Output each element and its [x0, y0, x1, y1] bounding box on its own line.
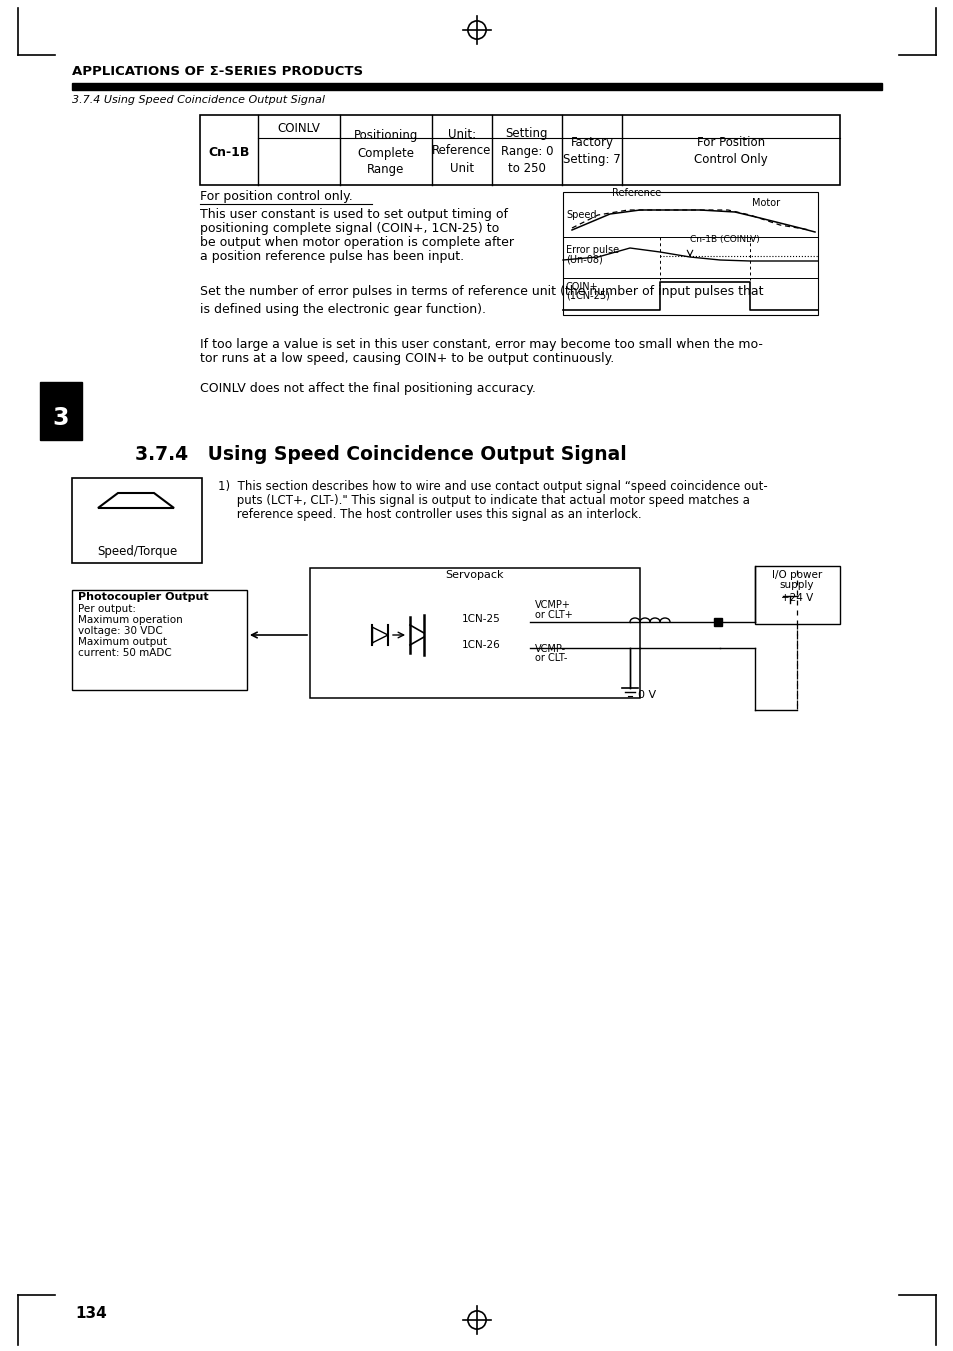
Bar [200, 115, 840, 185]
Text: For Position
Control Only: For Position Control Only [694, 136, 767, 166]
Text: be output when motor operation is complete after: be output when motor operation is comple… [200, 236, 514, 249]
Text: I/O power: I/O power [771, 570, 821, 580]
Text: Per output:: Per output: [78, 604, 136, 613]
Text: Motor: Motor [751, 199, 780, 208]
Text: current: 50 mADC: current: 50 mADC [78, 648, 172, 658]
Text: COIN+: COIN+ [565, 282, 598, 292]
Text: or CLT+: or CLT+ [535, 611, 572, 620]
Text: 1)  This section describes how to wire and use contact output signal “speed coin: 1) This section describes how to wire an… [218, 480, 767, 493]
Text: Reference: Reference [612, 188, 660, 199]
Bar [754, 566, 840, 624]
Text: COINLV: COINLV [277, 122, 320, 135]
Text: Cn-1B (COINLV): Cn-1B (COINLV) [689, 235, 759, 245]
Bar [310, 567, 639, 698]
Text: Setting
Range: 0
to 250: Setting Range: 0 to 250 [500, 127, 553, 174]
Text: Cn-1B: Cn-1B [208, 146, 250, 158]
Text: 1CN-26: 1CN-26 [461, 640, 500, 650]
Text: Speed/Torque: Speed/Torque [97, 544, 177, 558]
Text: supply: supply [779, 580, 814, 590]
Text: Factory
Setting: 7: Factory Setting: 7 [562, 136, 620, 166]
Text: 3.7.4 Using Speed Coincidence Output Signal: 3.7.4 Using Speed Coincidence Output Sig… [71, 95, 325, 105]
Text: tor runs at a low speed, causing COIN+ to be output continuously.: tor runs at a low speed, causing COIN+ t… [200, 353, 614, 365]
Text: VCMP-: VCMP- [535, 644, 565, 654]
Text: COINLV does not affect the final positioning accuracy.: COINLV does not affect the final positio… [200, 382, 536, 394]
Text: Servopack: Servopack [445, 570, 504, 580]
Text: For position control only.: For position control only. [200, 190, 353, 203]
Text: or CLT-: or CLT- [535, 653, 567, 663]
Text: 1CN-25: 1CN-25 [461, 613, 500, 624]
Text: puts (LCT+, CLT-)." This signal is output to indicate that actual motor speed ma: puts (LCT+, CLT-)." This signal is outpu… [218, 494, 749, 507]
Text: Maximum operation: Maximum operation [78, 615, 183, 626]
Bar [71, 590, 247, 690]
Text: reference speed. The host controller uses this signal as an interlock.: reference speed. The host controller use… [218, 508, 641, 521]
Text: 3.7.4   Using Speed Coincidence Output Signal: 3.7.4 Using Speed Coincidence Output Sig… [135, 444, 626, 463]
Bar [713, 617, 721, 626]
Text: a position reference pulse has been input.: a position reference pulse has been inpu… [200, 250, 464, 263]
Text: (1CN-25): (1CN-25) [565, 290, 609, 301]
Text: 3: 3 [52, 407, 70, 430]
Text: This user constant is used to set output timing of: This user constant is used to set output… [200, 208, 507, 222]
Text: APPLICATIONS OF Σ-SERIES PRODUCTS: APPLICATIONS OF Σ-SERIES PRODUCTS [71, 65, 363, 78]
Text: Error pulse: Error pulse [565, 245, 618, 255]
Text: Maximum output: Maximum output [78, 638, 167, 647]
Text: voltage: 30 VDC: voltage: 30 VDC [78, 626, 163, 636]
Text: Positioning
Complete
Range: Positioning Complete Range [354, 130, 417, 177]
Text: positioning complete signal (COIN+, 1CN-25) to: positioning complete signal (COIN+, 1CN-… [200, 222, 498, 235]
Bar [71, 478, 202, 563]
Text: Set the number of error pulses in terms of reference unit (the number of input p: Set the number of error pulses in terms … [200, 285, 762, 316]
Text: 0 V: 0 V [638, 690, 656, 700]
Text: VCMP+: VCMP+ [535, 600, 570, 611]
Text: +24 V: +24 V [781, 593, 812, 603]
Text: (Un-08): (Un-08) [565, 254, 602, 263]
Text: Speed: Speed [565, 209, 596, 220]
Text: Photocoupler Output: Photocoupler Output [78, 592, 209, 603]
Text: Unit:
Reference
Unit: Unit: Reference Unit [432, 127, 491, 174]
Bar [40, 382, 82, 440]
Bar [562, 192, 817, 315]
Text: If too large a value is set in this user constant, error may become too small wh: If too large a value is set in this user… [200, 338, 762, 351]
Bar [71, 82, 882, 91]
Text: 134: 134 [75, 1306, 107, 1321]
